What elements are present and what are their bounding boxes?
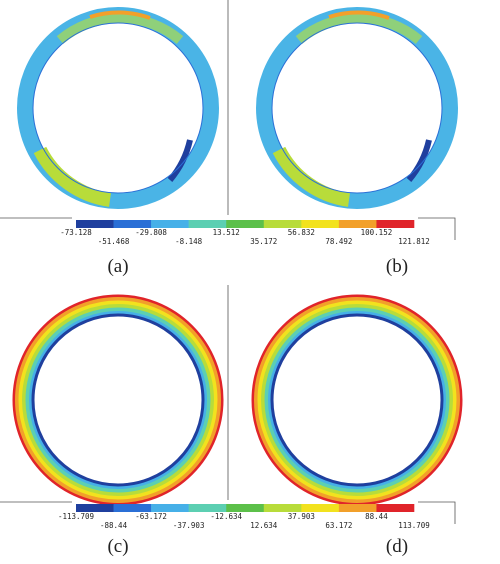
legend-tick-label: 56.832 [288, 228, 315, 237]
legend-swatch [113, 504, 152, 512]
legend-tick-label: -51.468 [98, 237, 130, 246]
legend-swatch [151, 220, 189, 228]
legend-tick-label: 121.812 [398, 237, 430, 246]
legend-tick-label: 37.903 [288, 512, 315, 521]
legend-tick-label: -29.808 [135, 228, 167, 237]
legend-tick-label: 13.512 [213, 228, 240, 237]
legend-tick-label: -73.128 [60, 228, 92, 237]
contour-ring [251, 294, 463, 506]
legend-swatch [76, 504, 114, 512]
legend-swatch [226, 504, 265, 512]
panel-label: (c) [107, 536, 128, 557]
contour-ring [256, 7, 458, 209]
legend-swatch [376, 220, 415, 228]
legend-swatch [338, 220, 377, 228]
legend-swatch [301, 504, 340, 512]
legend-swatch [76, 220, 114, 228]
legend-swatch [188, 504, 227, 512]
legend-tick-label: 35.172 [250, 237, 277, 246]
panel-label: (b) [386, 256, 408, 277]
legend-tick-label: -8.148 [175, 237, 203, 246]
legend-tick-label: -113.709 [58, 512, 94, 521]
legend-tick-label: -12.634 [210, 512, 242, 521]
legend-swatch [188, 220, 227, 228]
legend-swatch [151, 504, 189, 512]
legend-tick-label: 78.492 [325, 237, 352, 246]
frame-line [418, 501, 456, 524]
legend-swatch [263, 504, 302, 512]
legend-tick-label: -37.903 [173, 521, 205, 530]
legend-swatch [263, 220, 302, 228]
legend-tick-label: 100.152 [361, 228, 393, 237]
contour-ring [12, 294, 224, 506]
legend-swatch [301, 220, 340, 228]
legend-swatch [113, 220, 152, 228]
legend-swatch [376, 504, 415, 512]
panel-label: (d) [386, 536, 408, 557]
legend-tick-label: -63.172 [135, 512, 167, 521]
legend-swatch [338, 504, 377, 512]
legend-tick-label: 63.172 [325, 521, 352, 530]
legend-tick-label: 113.709 [398, 521, 430, 530]
legend-swatch [226, 220, 265, 228]
legend-tick-label: -88.44 [100, 521, 128, 530]
legend-tick-label: 12.634 [250, 521, 278, 530]
legend-tick-label: 88.44 [365, 512, 388, 521]
panel-label: (a) [107, 256, 128, 277]
frame-line [418, 217, 456, 240]
contour-ring [17, 7, 219, 209]
